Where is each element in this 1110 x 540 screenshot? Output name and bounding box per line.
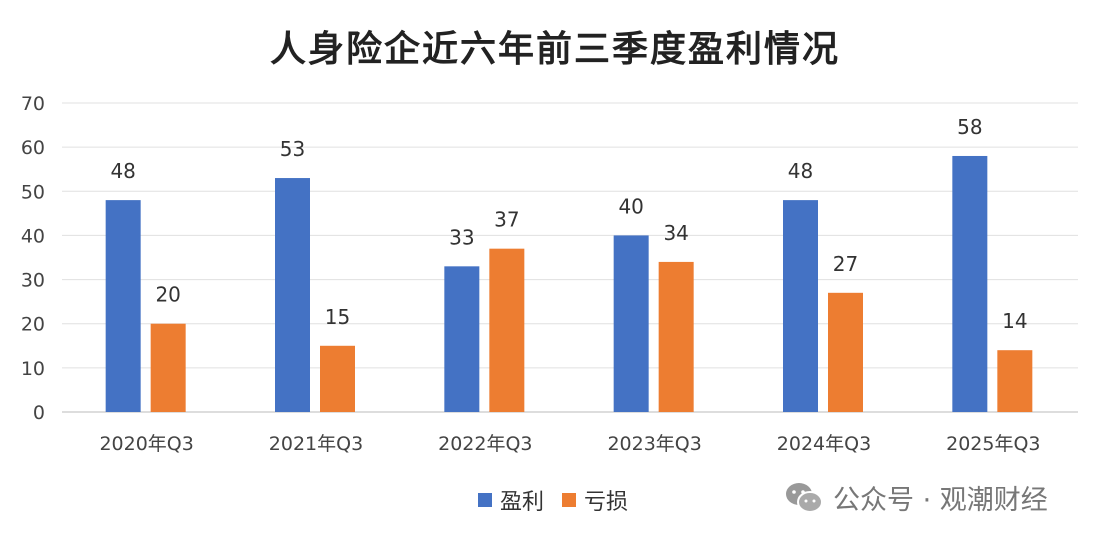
x-tick-label: 2022年Q3 [438,433,532,455]
bar-profit [783,200,818,412]
data-label: 53 [280,137,305,161]
legend-swatch-profit [478,493,492,507]
bar-profit [444,266,480,412]
data-label: 34 [663,221,688,245]
x-tick-label: 2023年Q3 [607,433,701,455]
y-tick-label: 0 [33,402,45,424]
watermark-text: 公众号 · 观潮财经 [833,485,1048,516]
data-label: 20 [155,283,180,307]
chart-title: 人身险企近六年前三季度盈利情况 [269,29,840,70]
bar-profit [952,155,988,412]
bar-loss [320,345,355,412]
watermark: 公众号 · 观潮财经 [785,478,1048,517]
data-label: 14 [1002,309,1027,333]
legend-swatch-loss [562,493,577,507]
bar-loss [828,292,863,412]
bar-loss [150,323,186,412]
data-label: 15 [325,305,350,329]
y-tick-label: 50 [21,181,45,203]
legend: 盈利 亏损 [478,484,646,516]
bar-profit [613,235,649,412]
legend-label-loss: 亏损 [584,490,629,515]
y-tick-label: 60 [21,137,45,159]
x-tick-label: 2021年Q3 [269,433,363,455]
bar-profit [275,178,310,412]
data-label: 48 [788,159,813,183]
bar-loss [997,350,1033,412]
legend-label-profit: 盈利 [500,490,545,515]
bar-loss [658,261,694,412]
data-label: 58 [957,115,982,139]
y-tick-label: 40 [21,225,45,247]
data-label: 33 [449,225,474,249]
bar-loss [489,248,525,412]
data-label: 48 [110,159,135,183]
x-tick-label: 2025年Q3 [946,433,1040,455]
y-tick-label: 10 [21,358,45,380]
data-label: 40 [618,194,643,218]
bar-profit [105,200,141,412]
x-tick-label: 2024年Q3 [777,433,871,455]
data-label: 27 [833,252,858,276]
data-label: 37 [494,208,519,232]
y-tick-label: 20 [21,314,45,336]
wechat-icon [786,482,823,513]
y-tick-label: 30 [21,270,45,292]
x-tick-label: 2020年Q3 [99,433,193,455]
y-tick-label: 70 [21,93,45,115]
